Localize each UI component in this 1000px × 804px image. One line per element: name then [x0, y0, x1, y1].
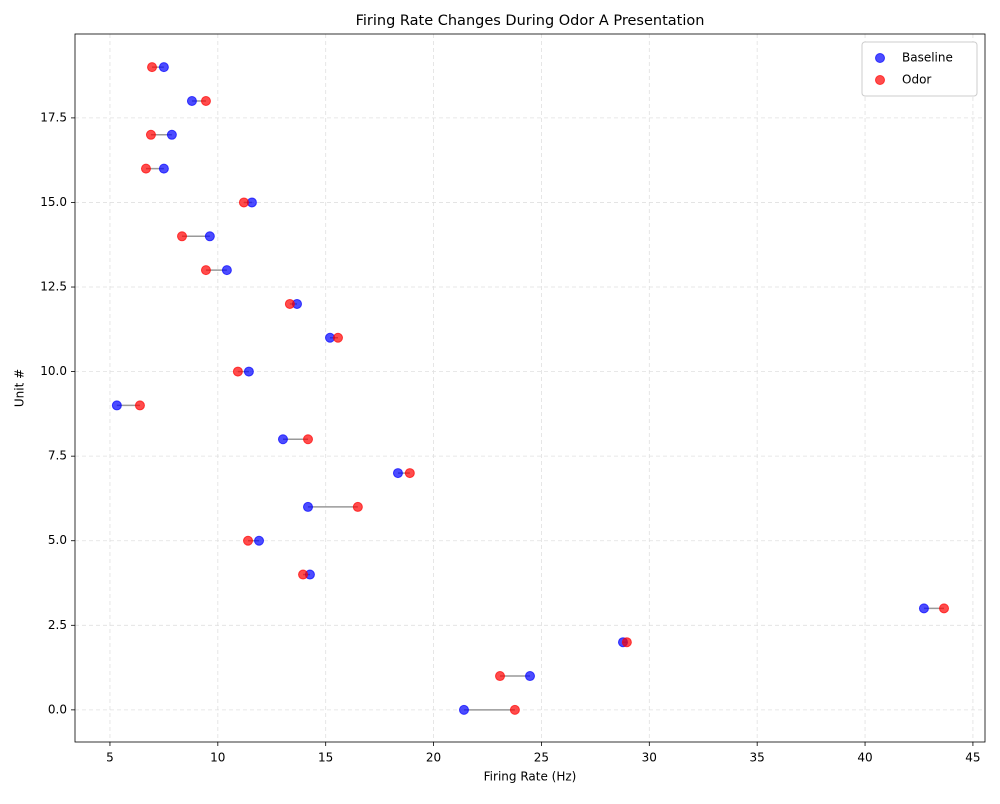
point: [200, 265, 211, 276]
point: [332, 332, 343, 343]
point: [243, 366, 254, 377]
plot-frame: [74, 33, 986, 743]
point: [243, 535, 254, 546]
point: [147, 62, 158, 73]
point: [254, 535, 265, 546]
y-tick-label: 17.5: [40, 110, 67, 124]
y-tick-label: 7.5: [48, 449, 67, 463]
point: [158, 163, 169, 174]
x-axis-label: Firing Rate (Hz): [484, 770, 577, 784]
x-tick-label: 30: [642, 751, 657, 765]
point: [352, 501, 363, 512]
y-tick-label: 5.0: [48, 533, 67, 547]
point: [277, 434, 288, 445]
point: [458, 704, 469, 715]
point: [303, 501, 314, 512]
point: [200, 95, 211, 106]
point: [134, 400, 145, 411]
legend-box: [861, 41, 978, 97]
point: [298, 569, 309, 580]
x-tick-label: 5: [106, 751, 114, 765]
point: [158, 62, 169, 73]
point: [509, 704, 520, 715]
x-tick-label: 45: [965, 751, 980, 765]
point: [221, 265, 232, 276]
x-tick-label: 10: [210, 751, 225, 765]
x-tick-label: 35: [750, 751, 765, 765]
point: [140, 163, 151, 174]
point: [284, 298, 295, 309]
legend-marker: [875, 75, 885, 85]
point: [392, 468, 403, 479]
point: [621, 637, 632, 648]
point: [939, 603, 950, 614]
legend-label: Baseline: [902, 51, 953, 65]
chart-title: Firing Rate Changes During Odor A Presen…: [356, 13, 705, 29]
y-tick-label: 2.5: [48, 618, 67, 632]
point: [303, 434, 314, 445]
y-axis-label: Unit #: [13, 369, 27, 407]
point: [145, 129, 156, 140]
y-tick-label: 12.5: [40, 280, 67, 294]
point: [177, 231, 188, 242]
point: [238, 197, 249, 208]
legend-marker: [875, 53, 885, 63]
x-tick-label: 25: [534, 751, 549, 765]
x-tick-label: 40: [857, 751, 872, 765]
point: [404, 468, 415, 479]
point: [525, 671, 535, 682]
x-tick-label: 20: [426, 751, 441, 765]
legend-label: Odor: [902, 73, 931, 87]
point: [495, 671, 506, 682]
point: [204, 231, 215, 242]
y-tick-label: 10.0: [40, 364, 67, 378]
y-tick-label: 15.0: [40, 195, 67, 209]
y-tick-label: 0.0: [48, 702, 67, 716]
point: [918, 603, 929, 614]
point: [186, 95, 197, 106]
point: [111, 400, 122, 411]
point: [232, 366, 243, 377]
point: [166, 129, 177, 140]
x-tick-label: 15: [318, 751, 333, 765]
